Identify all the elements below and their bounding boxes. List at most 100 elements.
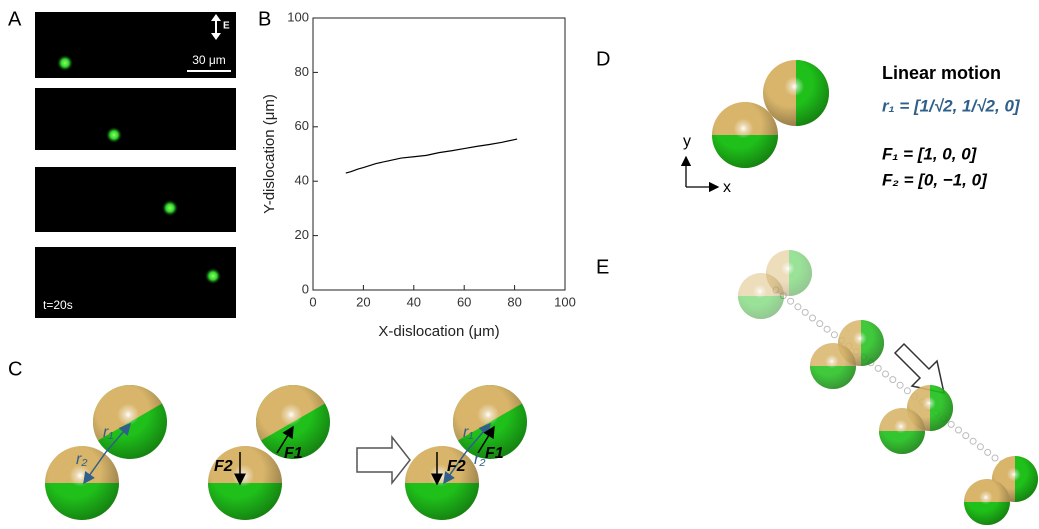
panel-label: D [596, 48, 610, 70]
vector-arrow [443, 451, 467, 485]
vector-label: r₂ [474, 451, 485, 468]
janus-sphere [738, 273, 784, 319]
scale-label: 30 μm [192, 53, 226, 67]
bead [794, 303, 802, 311]
bead [969, 437, 977, 445]
x-tick-label: 20 [356, 294, 370, 309]
bead [947, 420, 955, 428]
sphere-highlight [280, 403, 303, 426]
sphere-highlight [752, 284, 767, 299]
sphere-highlight [824, 354, 839, 369]
panel-label: C [8, 358, 22, 380]
janus-sphere [256, 385, 330, 459]
y-tick-label: 40 [295, 173, 309, 188]
janus-sphere [810, 343, 856, 389]
y-tick-label: 80 [295, 64, 309, 79]
bead [823, 325, 831, 333]
time-label: t=20s [43, 298, 73, 312]
vector-label: F1 [485, 445, 504, 462]
bead [903, 387, 911, 395]
panel-label: A [8, 8, 22, 30]
y-axis-label: Y-dislocation (μm) [261, 94, 278, 214]
vector-label: r₂ [76, 451, 87, 468]
micrograph [35, 88, 236, 150]
sphere-highlight [852, 331, 867, 346]
sphere-highlight [733, 118, 754, 139]
y-tick-label: 60 [295, 118, 309, 133]
janus-sphere [907, 385, 953, 431]
vector-label: F1 [284, 445, 303, 462]
plot-frame [312, 17, 566, 291]
x-tick-label: 0 [309, 294, 316, 309]
micrograph [35, 167, 236, 232]
x-tick-label: 40 [407, 294, 421, 309]
janus-sphere [763, 60, 829, 126]
bead [976, 443, 984, 451]
motion-title: Linear motion [882, 63, 1001, 83]
sphere-highlight [232, 464, 255, 487]
field-label: E [223, 21, 230, 32]
bead [787, 297, 795, 305]
sphere-highlight [477, 403, 500, 426]
x-tick-label: 60 [457, 294, 471, 309]
vector-arrow [83, 451, 107, 485]
y-tick-label: 20 [295, 227, 309, 242]
field-arrow-heads [211, 14, 221, 40]
bead [955, 426, 962, 434]
particle [162, 200, 178, 216]
y-tick-label: 0 [302, 281, 309, 296]
micrograph [35, 247, 236, 318]
sphere-highlight [784, 76, 805, 97]
bead [991, 454, 999, 462]
bead [962, 432, 970, 440]
vector-label: F2 [214, 458, 233, 475]
vector-label: r₁ [103, 424, 113, 441]
y-tick-label: 100 [287, 9, 309, 24]
bead [889, 376, 897, 384]
axis-name: y [683, 133, 691, 150]
sphere-highlight [780, 261, 795, 276]
vector-arrow [105, 422, 131, 453]
vector-arrow [276, 425, 294, 454]
particle [106, 127, 122, 143]
bead [816, 320, 824, 328]
chart: X-dislocation (μm) Y-dislocation (μm) 0 2… [261, 9, 576, 340]
sphere-highlight [1006, 467, 1021, 482]
bead [882, 370, 889, 378]
equation: r₁ = [1/√2, 1/√2, 0] [882, 96, 1021, 115]
bead [984, 448, 992, 456]
sphere-highlight [978, 490, 993, 505]
trajectory [345, 138, 518, 174]
axis-name: x [723, 179, 731, 196]
x-tick-label: 80 [507, 294, 521, 309]
transition-arrow [356, 434, 411, 486]
vector-label: F2 [447, 458, 466, 475]
particle [57, 55, 73, 71]
janus-sphere [879, 408, 925, 454]
janus-sphere [405, 446, 479, 520]
bead [896, 381, 904, 389]
sphere-highlight [921, 396, 936, 411]
janus-sphere [45, 446, 119, 520]
equation: F₁ = [1, 0, 0] [882, 144, 978, 163]
bead [874, 364, 882, 372]
bead [809, 314, 816, 322]
bead [801, 308, 809, 316]
particle [205, 268, 221, 284]
panel-label: B [258, 8, 271, 30]
x-axis-label: X-dislocation (μm) [378, 323, 499, 340]
janus-sphere [93, 385, 167, 459]
janus-sphere [712, 102, 778, 168]
sphere-highlight [893, 419, 908, 434]
panel-label: E [596, 256, 609, 278]
equation: F₂ = [0, −1, 0] [882, 170, 988, 189]
sphere-highlight [117, 403, 140, 426]
janus-sphere [964, 479, 1010, 525]
janus-sphere [208, 446, 282, 520]
vector-label: r₁ [463, 424, 473, 441]
x-tick-label: 100 [554, 294, 576, 309]
janus-sphere [453, 384, 527, 459]
bead [830, 331, 838, 339]
